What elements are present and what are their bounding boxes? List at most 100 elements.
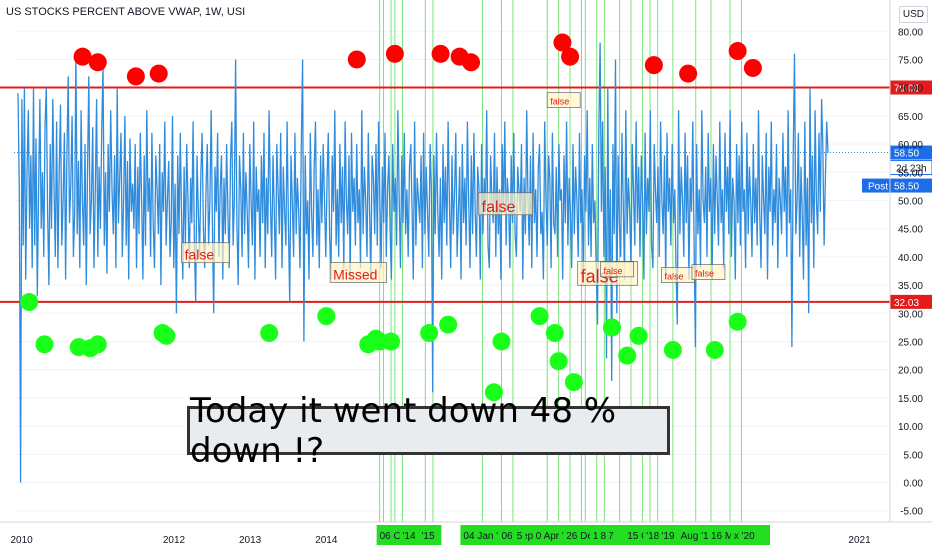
date-tag <box>597 525 610 545</box>
overbought-marker <box>462 53 481 72</box>
threshold-tag <box>890 80 932 95</box>
date-tag-label: x '20 <box>734 531 755 542</box>
oversold-marker <box>35 335 54 354</box>
date-tag <box>658 525 682 545</box>
oversold-marker <box>88 335 107 354</box>
x-tick-label: 2012 <box>163 535 186 546</box>
y-tick-label: 40.00 <box>898 253 923 264</box>
overbought-marker <box>126 67 145 86</box>
date-tag <box>418 525 442 545</box>
y-tick-label: 10.00 <box>898 422 923 433</box>
oversold-marker <box>629 326 648 345</box>
oversold-marker <box>260 324 279 343</box>
currency-button[interactable]: USD <box>898 6 928 23</box>
oversold-marker <box>545 324 564 343</box>
y-tick-label: 55.00 <box>898 168 923 179</box>
annotation-text: false <box>185 247 215 263</box>
y-tick-label: 20.00 <box>898 366 923 377</box>
oversold-marker <box>705 340 724 359</box>
y-tick-label: 50.00 <box>898 196 923 207</box>
series-line-path <box>17 42 829 483</box>
oversold-marker <box>20 293 39 312</box>
post-value: 58.50 <box>894 182 919 193</box>
overbought-marker <box>149 64 168 83</box>
date-tag-label: Aug '19 <box>681 531 715 542</box>
y-tick-label: 80.00 <box>898 27 923 38</box>
overbought-marker <box>431 44 450 63</box>
countdown-label: 2d 23h <box>896 164 927 175</box>
date-tag-label: 06 Sep '16 <box>502 531 550 542</box>
threshold-lines: 70.03 32.03 58.50 2d 23h Post 58.50 <box>0 80 932 309</box>
overbought-marker <box>743 58 762 77</box>
oversold-marker <box>382 332 401 351</box>
date-tag-label: 5 <box>517 531 523 542</box>
oversold-marker <box>618 346 637 365</box>
annotation-text: false <box>604 266 623 276</box>
annotation-box <box>478 192 534 216</box>
post-tag <box>862 178 932 193</box>
oversold-marker <box>602 318 621 337</box>
date-tag-label: '19 <box>661 531 674 542</box>
chart-title: US STOCKS PERCENT ABOVE VWAP, 1W, USI <box>6 6 246 18</box>
y-tick-label: 65.00 <box>898 112 923 123</box>
y-tick-label: 35.00 <box>898 281 923 292</box>
x-tick-label: 2010 <box>10 535 33 546</box>
y-tick-label: 75.00 <box>898 55 923 66</box>
annotation-box <box>691 264 726 280</box>
oversold-marker <box>549 352 568 371</box>
last-price-tag <box>890 145 932 160</box>
post-label: Post <box>868 182 888 193</box>
overbought-marker <box>728 42 747 61</box>
overbought-marker <box>347 50 366 69</box>
series-line <box>17 42 829 483</box>
y-tick-label: 30.00 <box>898 309 923 320</box>
date-tag <box>513 525 526 545</box>
date-tag <box>399 525 423 545</box>
date-tag-label: 1 <box>593 531 599 542</box>
y-tick-label: 25.00 <box>898 338 923 349</box>
annotation-box <box>600 261 634 278</box>
x-tick-label: 2014 <box>315 535 338 546</box>
threshold-tag-label: 32.03 <box>894 298 919 309</box>
callout-note: Today it went down 48 % down !? <box>187 391 670 471</box>
y-tick-label: 70.00 <box>898 84 923 95</box>
oversold-marker <box>530 307 549 326</box>
annotation-box <box>329 262 387 283</box>
x-tick-label: 2021 <box>848 535 871 546</box>
annotation-text: false <box>550 97 569 107</box>
y-tick-label: 0.00 <box>904 479 924 490</box>
oversold-marker <box>728 312 747 331</box>
oversold-marker <box>420 324 439 343</box>
overbought-marker <box>561 47 580 66</box>
annotation-text: false <box>482 199 516 216</box>
date-tag-label: '15 <box>422 531 435 542</box>
threshold-tag <box>890 294 932 309</box>
annotation-box <box>546 92 581 108</box>
overbought-marker <box>88 53 107 72</box>
date-tag <box>589 525 602 545</box>
overbought-marker <box>553 33 572 52</box>
overbought-marker <box>679 64 698 83</box>
date-tag-label: 04 Jan '16 <box>463 531 509 542</box>
last-price-label: 58.50 <box>894 149 919 160</box>
oversold-marker <box>564 373 583 392</box>
overbought-marker <box>644 56 663 75</box>
oversold-marker <box>317 307 336 326</box>
y-axis: -5.00 0.00 5.00 10.00 15.00 20.00 25.00 30.00 35… <box>889 0 924 522</box>
oversold-marker <box>484 383 503 402</box>
oversold-marker <box>663 340 682 359</box>
signal-markers <box>20 33 762 402</box>
overbought-marker <box>385 44 404 63</box>
oversold-marker <box>492 332 511 351</box>
date-tag-label: 8 <box>601 531 607 542</box>
oversold-marker <box>439 315 458 334</box>
y-tick-label: 60.00 <box>898 140 923 151</box>
y-tick-label: -5.00 <box>900 507 923 518</box>
annotation-text: false <box>695 269 714 279</box>
threshold-tag-label: 70.03 <box>894 84 919 95</box>
oversold-marker <box>157 326 176 345</box>
x-tick-label: 2013 <box>239 535 262 546</box>
annotation-text: Missed <box>333 266 377 282</box>
